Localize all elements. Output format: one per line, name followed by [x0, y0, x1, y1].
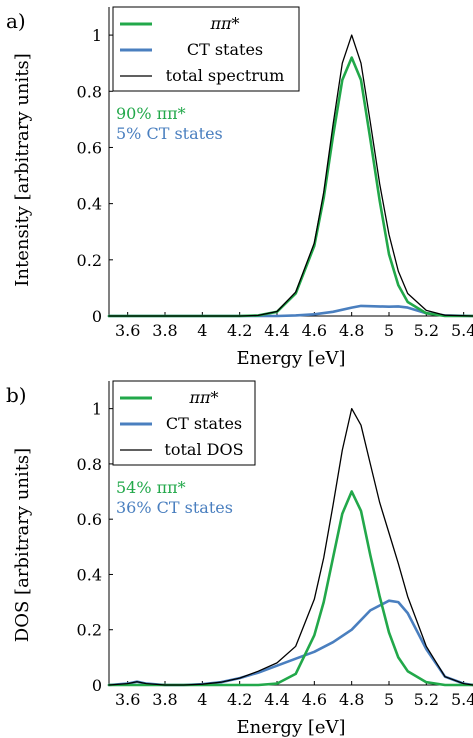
panel-b-ylabel: DOS [arbitrary units] — [12, 448, 33, 642]
panel-a-legend: ππ* CT states total spectrum — [112, 6, 300, 92]
panel-a-y-tick-label: 0.8 — [77, 82, 102, 101]
panel-a-x-tick-label: 5.2 — [414, 321, 439, 340]
legend-a-total-label: total spectrum — [166, 66, 285, 85]
panel-b-x-tick-label: 5 — [384, 690, 394, 709]
panel-b-y-tick-label: 0.6 — [77, 510, 102, 529]
panel-b-legend: ππ* CT states total DOS — [112, 380, 256, 466]
panel-b-x-tick-label: 3.8 — [152, 690, 177, 709]
panel-a-annotation-ct: 5% CT states — [116, 124, 223, 143]
panel-b-x-tick-label: 4.2 — [227, 690, 252, 709]
panel-a-x-tick-label: 4.4 — [264, 321, 289, 340]
panel-a-annotation-pipi: 90% ππ* — [116, 104, 186, 123]
panel-b-y-tick-label: 0 — [92, 676, 102, 695]
panel-a-x-tick-label: 4.8 — [339, 321, 364, 340]
panel-a-axes: 3.6 3.8 4 4.2 4.4 4.6 4.8 5 5.2 5.4 0 0.2 0.4 0.6 0.8 1 — [77, 7, 473, 340]
panel-b-label: b) — [6, 383, 27, 407]
panel-a-y-tick-label: 0.6 — [77, 138, 102, 157]
panel-a-ylabel: Intensity [arbitrary units] — [12, 53, 33, 286]
panel-a-x-tick-label: 4 — [197, 321, 207, 340]
panel-b-y-tick-label: 0.8 — [77, 455, 102, 474]
panel-b-y-tick-label: 0.2 — [77, 621, 102, 640]
panel-a-x-tick-label: 3.6 — [115, 321, 140, 340]
panel-a-x-tick-label: 5 — [384, 321, 394, 340]
panel-b-y-tick-label: 1 — [92, 400, 102, 419]
panel-b: b) DOS [arbitrary units] Energy [eV] 3.6… — [6, 380, 473, 738]
panel-a-y-tick-label: 0.2 — [77, 251, 102, 270]
panel-b-x-tick-label: 4 — [197, 690, 207, 709]
panel-b-series-pipi-line — [107, 490, 473, 687]
panel-b-xlabel: Energy [eV] — [236, 717, 345, 738]
panel-b-x-tick-label: 4.4 — [264, 690, 289, 709]
panel-a-x-tick-label: 3.8 — [152, 321, 177, 340]
panel-a-x-tick-label: 4.6 — [302, 321, 327, 340]
panel-a: a) Intensity [arbitrary units] Energy [e… — [6, 6, 473, 369]
panel-a-xlabel: Energy [eV] — [236, 348, 345, 369]
panel-b-series-total-line — [108, 407, 473, 686]
panel-b-y-tick-label: 0.4 — [77, 565, 102, 584]
legend-b-total-label: total DOS — [164, 440, 243, 459]
panel-a-y-tick-label: 0 — [92, 307, 102, 326]
legend-a-ct-label: CT states — [187, 40, 263, 59]
panel-a-series-pipi-line — [107, 56, 473, 318]
panel-a-y-tick-label: 0.4 — [77, 195, 102, 214]
legend-a-pipi-label: ππ* — [209, 14, 239, 33]
panel-b-x-tick-label: 5.4 — [451, 690, 473, 709]
panel-b-axes: 3.6 3.8 4 4.2 4.4 4.6 4.8 5 5.2 5.4 0 0.2 0.4 0.6 0.8 1 — [77, 381, 473, 709]
panel-b-x-tick-label: 5.2 — [414, 690, 439, 709]
panel-b-x-tick-label: 4.8 — [339, 690, 364, 709]
panel-a-x-tick-label: 4.2 — [227, 321, 252, 340]
panel-b-annotation-pipi: 54% ππ* — [116, 478, 186, 497]
legend-b-pipi-label: ππ* — [188, 388, 218, 407]
panel-b-annotation-ct: 36% CT states — [116, 498, 233, 517]
panel-a-series-total-line — [108, 34, 473, 317]
legend-b-ct-label: CT states — [166, 414, 242, 433]
panel-b-series-ct-line — [107, 599, 473, 687]
panel-a-x-tick-label: 5.4 — [451, 321, 473, 340]
panel-a-y-tick-label: 1 — [92, 26, 102, 45]
panel-b-x-tick-label: 3.6 — [115, 690, 140, 709]
panel-a-label: a) — [6, 9, 26, 33]
panel-b-x-tick-label: 4.6 — [302, 690, 327, 709]
